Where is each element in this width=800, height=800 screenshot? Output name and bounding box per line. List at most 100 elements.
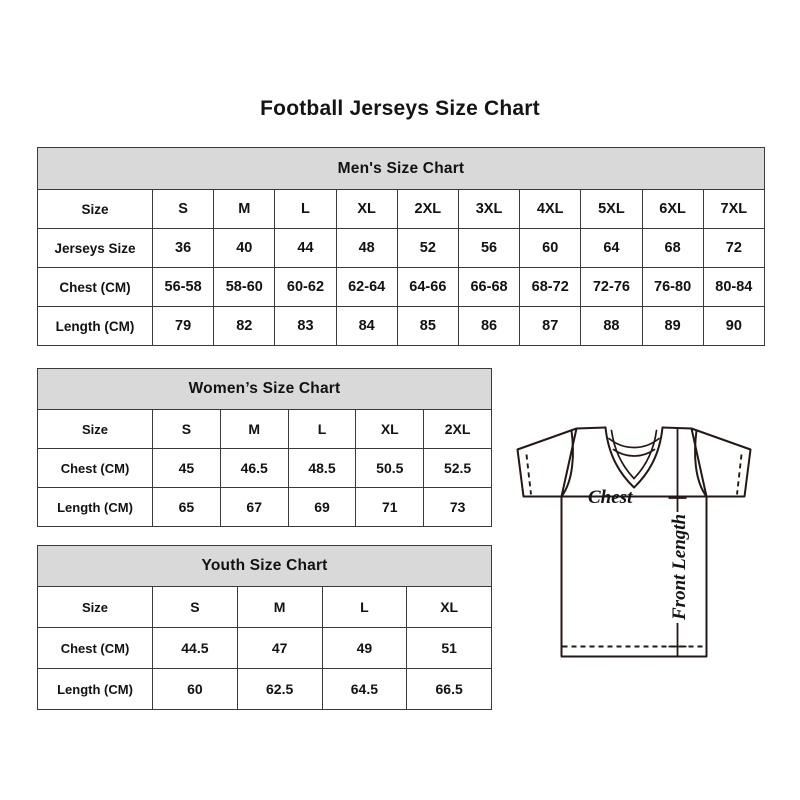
table-row: Chest (CM) 44.5 47 49 51 xyxy=(37,627,493,669)
youth-size-chart-table: Youth Size Chart Size S M L XL Chest (CM… xyxy=(36,545,493,710)
cell: 87 xyxy=(519,306,582,346)
cell: 82 xyxy=(213,306,276,346)
mens-chart-caption: Men's Size Chart xyxy=(37,147,765,190)
row-label-length: Length (CM) xyxy=(37,668,153,710)
table-row: Chest (CM) 56-58 58-60 60-62 62-64 64-66… xyxy=(37,267,765,307)
column-header-size: Size xyxy=(37,189,153,229)
cell: 67 xyxy=(219,487,289,527)
cell: 40 xyxy=(213,228,276,268)
column-header-7xl: 7XL xyxy=(702,189,765,229)
chest-label: Chest xyxy=(588,487,633,508)
jersey-measurement-diagram: Chest Front Length xyxy=(505,408,763,680)
table-caption-row: Men's Size Chart xyxy=(37,147,765,190)
left-sleeve-hem-stitch xyxy=(525,454,532,495)
cell: 68-72 xyxy=(519,267,582,307)
cell: 83 xyxy=(274,306,337,346)
womens-chart-caption: Women’s Size Chart xyxy=(36,368,493,410)
column-header-xl: XL xyxy=(335,189,398,229)
cell: 60 xyxy=(519,228,582,268)
row-label-jerseys-size: Jerseys Size xyxy=(37,228,153,268)
table-row: Chest (CM) 45 46.5 48.5 50.5 52.5 xyxy=(37,448,493,488)
cell: 48 xyxy=(335,228,398,268)
cell: 69 xyxy=(287,487,357,527)
cell: 68 xyxy=(641,228,704,268)
cell: 52 xyxy=(396,228,459,268)
column-header-xl: XL xyxy=(355,409,425,449)
table-caption-row: Youth Size Chart xyxy=(36,545,493,587)
table-row: Length (CM) 79 82 83 84 85 86 87 88 89 9… xyxy=(37,306,765,346)
cell: 49 xyxy=(321,627,408,669)
column-header-xl: XL xyxy=(406,586,493,628)
cell: 66-68 xyxy=(457,267,521,307)
row-label-length: Length (CM) xyxy=(37,487,153,527)
table-header-row: Size S M L XL 2XL 3XL 4XL 5XL 6XL 7XL xyxy=(37,189,765,229)
column-header-2xl: 2XL xyxy=(396,189,459,229)
cell: 64 xyxy=(580,228,643,268)
cell: 72 xyxy=(702,228,765,268)
cell: 72-76 xyxy=(580,267,643,307)
cell: 76-80 xyxy=(641,267,704,307)
column-header-5xl: 5XL xyxy=(580,189,643,229)
cell: 50.5 xyxy=(355,448,425,488)
cell: 60-62 xyxy=(274,267,337,307)
column-header-3xl: 3XL xyxy=(457,189,521,229)
column-header-4xl: 4XL xyxy=(519,189,582,229)
cell: 86 xyxy=(457,306,521,346)
row-label-chest: Chest (CM) xyxy=(37,448,153,488)
row-label-chest: Chest (CM) xyxy=(37,267,153,307)
cell: 62-64 xyxy=(335,267,398,307)
cell: 88 xyxy=(580,306,643,346)
cell: 44.5 xyxy=(152,627,238,669)
column-header-size: Size xyxy=(37,586,153,628)
cell: 62.5 xyxy=(236,668,323,710)
table-row: Jerseys Size 36 40 44 48 52 56 60 64 68 … xyxy=(37,228,765,268)
column-header-s: S xyxy=(151,189,215,229)
column-header-2xl: 2XL xyxy=(423,409,493,449)
womens-size-chart-table: Women’s Size Chart Size S M L XL 2XL Che… xyxy=(36,368,493,527)
cell: 71 xyxy=(355,487,425,527)
cell: 58-60 xyxy=(213,267,276,307)
cell: 51 xyxy=(406,627,493,669)
column-header-l: L xyxy=(321,586,408,628)
cell: 80-84 xyxy=(702,267,765,307)
cell: 65 xyxy=(152,487,221,527)
cell: 52.5 xyxy=(423,448,493,488)
row-label-length: Length (CM) xyxy=(37,306,153,346)
cell: 84 xyxy=(335,306,398,346)
cell: 56 xyxy=(457,228,521,268)
mens-size-chart-table: Men's Size Chart Size S M L XL 2XL 3XL 4… xyxy=(37,147,765,346)
cell: 64-66 xyxy=(396,267,459,307)
cell: 47 xyxy=(236,627,323,669)
column-header-s: S xyxy=(152,586,238,628)
column-header-l: L xyxy=(287,409,357,449)
cell: 73 xyxy=(423,487,493,527)
column-header-6xl: 6XL xyxy=(641,189,704,229)
column-header-m: M xyxy=(236,586,323,628)
table-header-row: Size S M L XL xyxy=(37,586,493,628)
row-label-chest: Chest (CM) xyxy=(37,627,153,669)
front-length-measure-line xyxy=(668,428,687,657)
column-header-s: S xyxy=(152,409,221,449)
table-row: Length (CM) 60 62.5 64.5 66.5 xyxy=(37,668,493,710)
v-neck-collar-icon xyxy=(604,426,664,489)
table-row: Length (CM) 65 67 69 71 73 xyxy=(37,487,493,527)
column-header-size: Size xyxy=(37,409,153,449)
column-header-m: M xyxy=(219,409,289,449)
table-header-row: Size S M L XL 2XL xyxy=(37,409,493,449)
cell: 90 xyxy=(702,306,765,346)
right-sleeve-hem-stitch xyxy=(736,454,743,495)
cell: 79 xyxy=(151,306,215,346)
cell: 60 xyxy=(152,668,238,710)
cell: 45 xyxy=(152,448,221,488)
cell: 48.5 xyxy=(287,448,357,488)
cell: 85 xyxy=(396,306,459,346)
jersey-outline-icon xyxy=(516,426,752,658)
front-length-label: Front Length xyxy=(669,514,690,621)
cell: 56-58 xyxy=(151,267,215,307)
cell: 44 xyxy=(274,228,337,268)
table-caption-row: Women’s Size Chart xyxy=(36,368,493,410)
cell: 66.5 xyxy=(406,668,493,710)
cell: 89 xyxy=(641,306,704,346)
cell: 36 xyxy=(151,228,215,268)
page-title: Football Jerseys Size Chart xyxy=(260,97,540,120)
